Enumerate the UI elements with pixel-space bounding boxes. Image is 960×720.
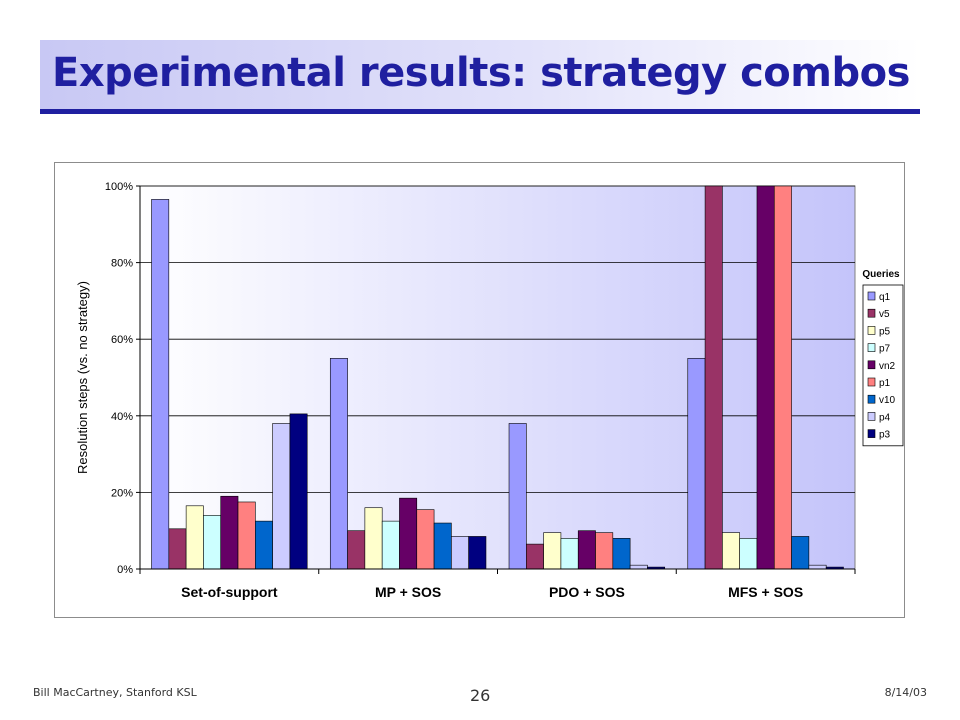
- y-tick-label: 80%: [111, 258, 133, 270]
- bar-vn2-2: [577, 530, 596, 570]
- legend-swatch-vn2: [867, 360, 876, 370]
- bar-p7-3: [739, 538, 758, 570]
- bar-p7-2: [560, 538, 579, 570]
- legend-label-p4: p4: [879, 412, 891, 423]
- title-band: [40, 40, 920, 110]
- bar-v10-3: [791, 536, 810, 570]
- bar-p4-3: [808, 564, 827, 570]
- y-axis-title: Resolution steps (vs. no strategy): [75, 281, 90, 474]
- legend-swatch-p5: [867, 326, 876, 335]
- bar-p3-0: [289, 413, 308, 570]
- bar-vn2-0: [220, 495, 239, 570]
- y-tick-label: 60%: [111, 334, 133, 346]
- chart-frame: 0% 20% 40% 60% 80% 100% Resolution steps (vs. …: [54, 162, 905, 618]
- legend-label-p7: p7: [879, 344, 891, 355]
- bar-v5-0: [168, 528, 187, 570]
- legend-label-p1: p1: [879, 378, 891, 389]
- bar-v10-2: [612, 538, 631, 570]
- footer-author: Bill MacCartney, Stanford KSL: [33, 686, 197, 699]
- legend-label-p3: p3: [879, 430, 891, 441]
- bar-v10-1: [433, 522, 452, 570]
- bar-p4-0: [272, 423, 291, 570]
- bar-v5-2: [526, 543, 544, 570]
- bar-v10-0: [255, 520, 273, 570]
- legend-label-p5: p5: [879, 326, 891, 337]
- y-tick-label: 40%: [111, 411, 133, 423]
- bar-p1-3: [773, 185, 792, 570]
- legend-title: Queries: [862, 269, 900, 280]
- bar-p7-1: [381, 520, 400, 570]
- legend-label-vn2: vn2: [879, 361, 896, 372]
- bar-q1-0: [151, 199, 170, 570]
- legend-swatch-v5: [867, 308, 876, 318]
- bar-q1-2: [508, 423, 527, 570]
- slide-title: Experimental results: strategy combos: [52, 50, 910, 96]
- legend-swatch-p4: [867, 412, 876, 421]
- bar-vn2-1: [399, 497, 418, 570]
- page-number: 26: [470, 686, 491, 705]
- bar-q1-3: [687, 358, 706, 570]
- bar-p7-0: [203, 515, 222, 570]
- bar-p1-1: [416, 509, 435, 570]
- footer-date: 8/14/03: [884, 686, 927, 699]
- x-category-label: MP + SOS: [375, 584, 441, 600]
- legend-swatch-p7: [867, 343, 876, 352]
- bar-q1-1: [329, 358, 348, 570]
- y-tick-label: 100%: [105, 181, 133, 193]
- legend-label-v10: v10: [879, 395, 896, 406]
- y-tick-label: 20%: [111, 487, 133, 499]
- x-category-label: MFS + SOS: [728, 584, 803, 600]
- bar-p1-0: [237, 501, 256, 570]
- legend-swatch-q1: [867, 291, 876, 301]
- legend-label-v5: v5: [879, 309, 890, 320]
- plot-area: [139, 185, 856, 570]
- y-tick-label: 0%: [117, 564, 133, 576]
- bar-v5-1: [347, 530, 366, 570]
- bar-p4-2: [629, 564, 648, 570]
- bar-p5-3: [722, 532, 740, 570]
- x-category-label: Set-of-support: [181, 584, 278, 600]
- title-underline: [40, 109, 920, 114]
- legend-swatch-p1: [867, 377, 876, 387]
- bar-chart: 0% 20% 40% 60% 80% 100% Resolution steps (vs. …: [75, 181, 904, 600]
- bar-p5-0: [185, 505, 204, 570]
- bar-p5-2: [543, 532, 562, 570]
- legend-swatch-p3: [867, 429, 876, 438]
- legend-swatch-v10: [867, 394, 876, 404]
- bar-p1-2: [595, 532, 614, 570]
- legend-label-q1: q1: [879, 292, 891, 303]
- x-category-label: PDO + SOS: [549, 584, 625, 600]
- bar-v5-3: [704, 185, 723, 570]
- bar-p3-1: [468, 536, 487, 570]
- bar-vn2-3: [756, 185, 775, 570]
- bar-p5-1: [364, 507, 383, 570]
- bar-p4-1: [451, 536, 469, 570]
